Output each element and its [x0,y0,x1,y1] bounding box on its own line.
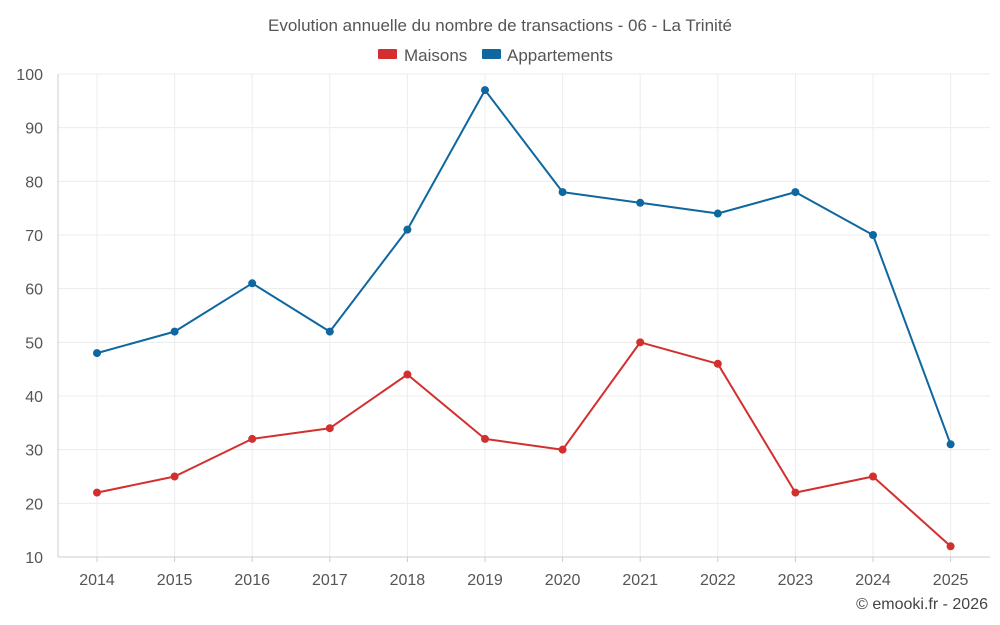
data-point-maisons[interactable] [481,434,489,443]
series-line-appartements [96,89,952,445]
data-point-maisons[interactable] [93,488,101,497]
data-point-appartements[interactable] [93,349,101,358]
data-point-maisons[interactable] [558,445,567,454]
data-point-maisons[interactable] [325,424,334,433]
y-tick-label: 30 [25,443,43,460]
x-tick-label: 2016 [234,572,270,589]
x-axis: 2014 2015 2016 2017 2018 2019 2020 2021 2022 2023… [58,556,990,589]
x-tick-label: 2019 [467,572,503,589]
data-point-appartements[interactable] [791,188,800,197]
data-point-appartements[interactable] [713,209,722,218]
x-tick-label: 2014 [79,572,115,589]
series-line-maisons [96,341,952,548]
data-point-maisons[interactable] [403,370,412,379]
y-tick-label: 90 [25,121,43,138]
x-tick-label: 2015 [157,572,193,589]
data-point-maisons[interactable] [791,488,800,497]
data-point-maisons[interactable] [869,472,877,481]
legend-swatch-maisons [378,49,397,59]
data-point-maisons[interactable] [248,434,257,443]
series-layer [93,86,955,551]
y-tick-label: 10 [25,550,43,567]
data-point-maisons[interactable] [170,472,179,481]
chart-title: Evolution annuelle du nombre de transact… [268,16,732,35]
legend: Maisons Appartements [378,46,613,65]
data-point-appartements[interactable] [403,225,412,234]
x-tick-label: 2017 [312,572,348,589]
data-point-appartements[interactable] [636,198,645,207]
y-tick-label: 100 [16,67,43,84]
y-tick-label: 50 [25,335,43,352]
data-point-appartements[interactable] [869,231,877,239]
y-tick-label: 60 [25,282,43,299]
y-tick-label: 70 [25,228,43,245]
legend-label-maisons[interactable]: Maisons [404,46,467,65]
legend-swatch-appartements [482,49,501,59]
x-tick-label: 2023 [778,572,814,589]
x-tick-label: 2020 [545,572,581,589]
x-tick-label: 2022 [700,572,736,589]
data-point-appartements[interactable] [481,86,489,95]
legend-label-appartements[interactable]: Appartements [507,46,613,65]
x-tick-label: 2025 [933,572,969,589]
x-tick-label: 2024 [855,572,891,589]
x-tick-label: 2018 [390,572,426,589]
y-tick-label: 20 [25,496,43,513]
y-tick-label: 40 [25,389,43,406]
grid [58,73,990,558]
y-axis: 10 20 30 40 50 60 70 80 90 100 [16,67,59,567]
data-point-appartements[interactable] [325,327,334,336]
data-point-appartements[interactable] [946,440,955,449]
data-point-maisons[interactable] [636,338,645,347]
y-tick-label: 80 [25,174,43,191]
data-point-appartements[interactable] [558,188,567,197]
data-point-appartements[interactable] [248,279,257,288]
x-tick-label: 2021 [622,572,658,589]
data-point-maisons[interactable] [946,542,955,551]
data-point-maisons[interactable] [713,359,722,368]
data-point-appartements[interactable] [170,327,179,336]
credit: © emooki.fr - 2026 [856,596,988,613]
